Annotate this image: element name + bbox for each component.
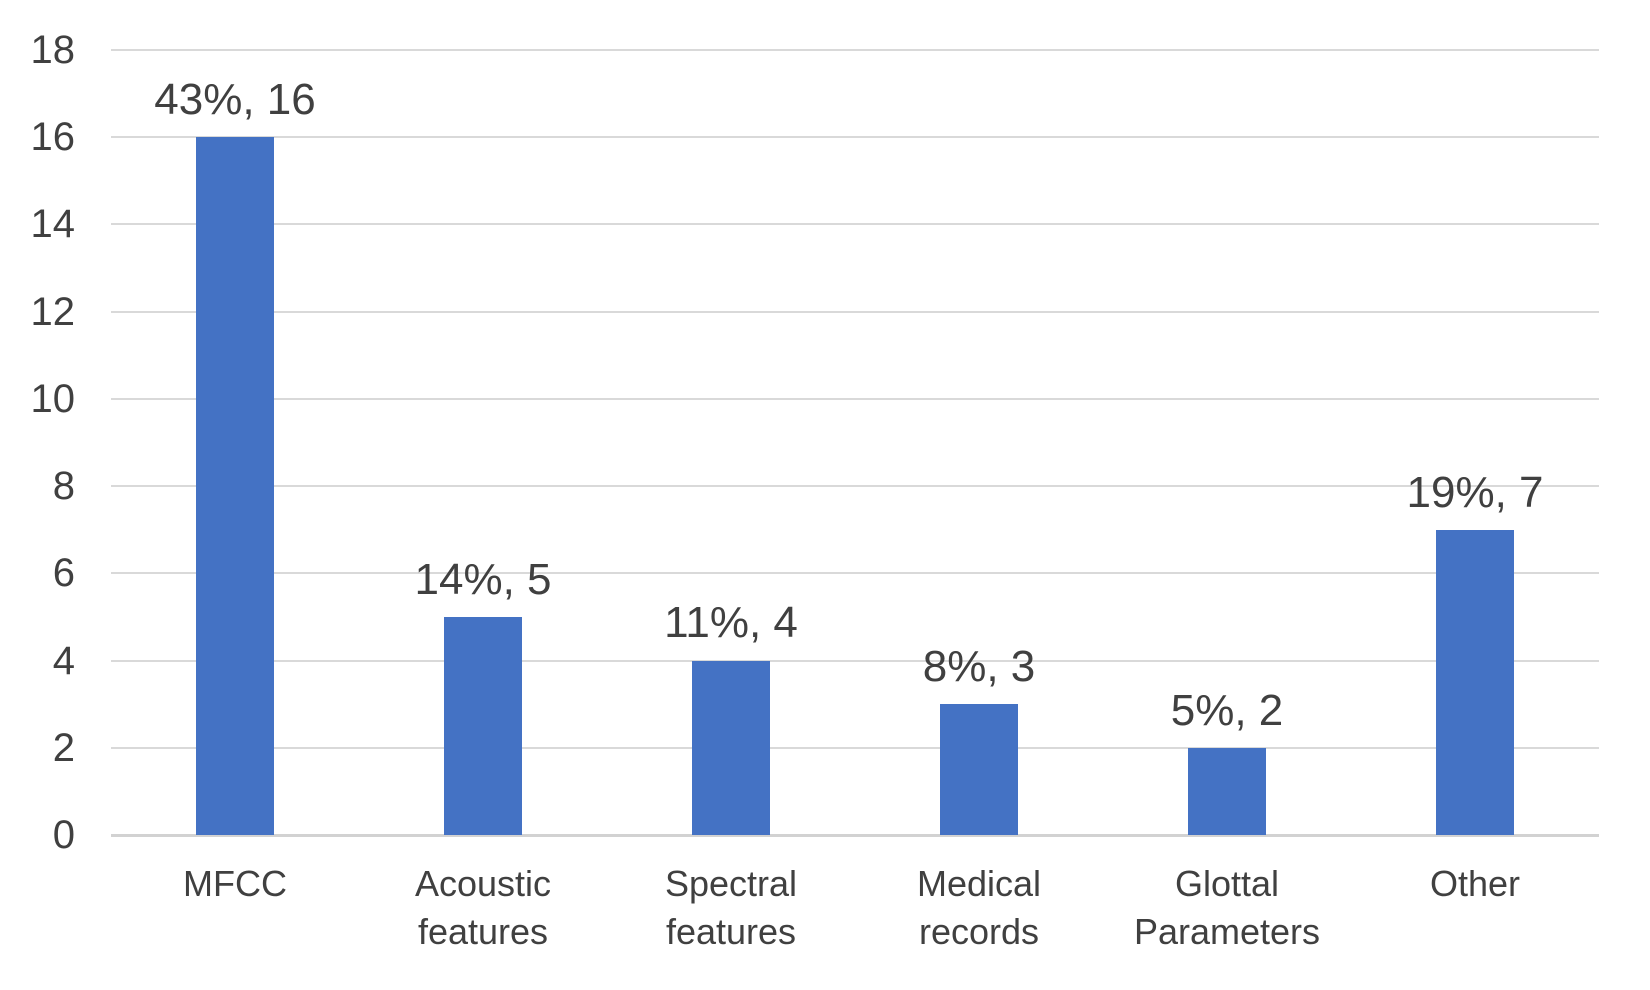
gridline xyxy=(111,223,1599,226)
y-axis-tick-label: 8 xyxy=(52,464,75,509)
y-axis-tick-label: 6 xyxy=(52,551,75,596)
gridline xyxy=(111,136,1599,139)
bar-value-label: 19%, 7 xyxy=(1406,467,1544,517)
x-axis-category-label: Medical records xyxy=(916,863,1042,952)
x-axis-category-label: Spectral features xyxy=(664,863,798,952)
bar-value-label: 14%, 5 xyxy=(414,554,552,604)
gridline xyxy=(111,572,1599,575)
gridline xyxy=(111,659,1599,662)
x-axis-category-label: Other xyxy=(1429,863,1521,904)
gridline xyxy=(111,397,1599,400)
bar-value-label: 43%, 16 xyxy=(154,75,316,125)
gridline xyxy=(111,49,1599,51)
y-axis-tick-label: 2 xyxy=(52,725,75,770)
x-axis-category-label: MFCC xyxy=(183,863,287,904)
bar-value-label: 5%, 2 xyxy=(1170,685,1284,735)
y-axis-tick-label: 4 xyxy=(52,638,75,683)
x-axis-category-label: Acoustic features xyxy=(414,863,552,952)
gridline xyxy=(111,310,1599,313)
bar xyxy=(692,660,770,835)
y-axis-tick-label: 0 xyxy=(52,813,75,857)
bar-value-label: 11%, 4 xyxy=(664,598,798,648)
bar xyxy=(940,704,1018,835)
bar xyxy=(444,616,522,835)
y-axis-tick-label: 16 xyxy=(30,115,76,160)
x-axis-line xyxy=(111,834,1599,837)
x-axis-category-label: Glottal Parameters xyxy=(1133,863,1321,952)
y-axis-tick-label: 18 xyxy=(30,28,76,72)
gridline xyxy=(111,485,1599,488)
bar xyxy=(196,137,274,835)
bar-value-label: 8%, 3 xyxy=(922,641,1036,691)
y-axis-tick-label: 14 xyxy=(30,202,76,247)
bar xyxy=(1436,529,1514,835)
y-axis-tick-label: 12 xyxy=(30,289,76,334)
y-axis-tick-label: 10 xyxy=(30,376,76,421)
gridline xyxy=(111,746,1599,749)
bar xyxy=(1188,747,1266,835)
